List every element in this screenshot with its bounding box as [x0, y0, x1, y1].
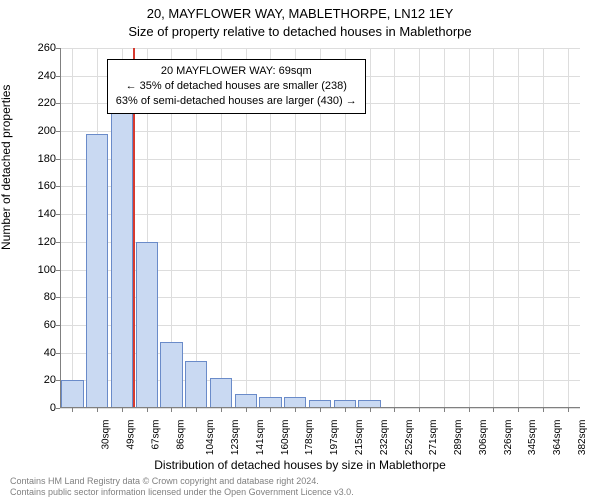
y-tick-label: 160 — [38, 180, 60, 192]
x-tick-mark — [370, 408, 371, 412]
x-tick-mark — [394, 408, 395, 412]
bar — [210, 378, 232, 408]
bar — [309, 400, 331, 408]
y-tick-label: 240 — [38, 70, 60, 82]
x-tick-label: 271sqm — [428, 420, 439, 456]
chart-title-sub: Size of property relative to detached ho… — [0, 24, 600, 39]
x-tick-mark — [196, 408, 197, 412]
x-tick-mark — [270, 408, 271, 412]
x-tick-mark — [320, 408, 321, 412]
x-tick-mark — [469, 408, 470, 412]
x-tick-label: 364sqm — [552, 420, 563, 456]
chart-container: 20, MAYFLOWER WAY, MABLETHORPE, LN12 1EY… — [0, 0, 600, 500]
y-tick-label: 260 — [38, 42, 60, 54]
x-tick-mark — [122, 408, 123, 412]
gridline-v — [444, 48, 445, 408]
bar — [235, 394, 257, 408]
y-axis-label: Number of detached properties — [0, 85, 13, 250]
gridline-v — [370, 48, 371, 408]
annotation-line-2: ← 35% of detached houses are smaller (23… — [116, 79, 357, 94]
gridline-v — [518, 48, 519, 408]
plot-area: 02040608010012014016018020022024026030sq… — [60, 48, 580, 408]
bar — [136, 242, 158, 408]
bar — [259, 397, 281, 408]
gridline-v — [568, 48, 569, 408]
bar — [61, 380, 83, 408]
bar — [86, 134, 108, 408]
x-tick-label: 306sqm — [478, 420, 489, 456]
x-tick-mark — [171, 408, 172, 412]
x-tick-label: 104sqm — [206, 420, 217, 456]
x-tick-label: 86sqm — [175, 420, 186, 450]
annotation-line-1: 20 MAYFLOWER WAY: 69sqm — [116, 64, 357, 79]
x-tick-label: 326sqm — [503, 420, 514, 456]
bar — [334, 400, 356, 408]
x-tick-mark — [419, 408, 420, 412]
bar — [185, 361, 207, 408]
bar — [160, 342, 182, 408]
annotation-line-3: 63% of semi-detached houses are larger (… — [116, 94, 357, 109]
x-tick-mark — [246, 408, 247, 412]
x-tick-label: 49sqm — [126, 420, 137, 450]
y-tick-label: 120 — [38, 236, 60, 248]
x-tick-label: 67sqm — [150, 420, 161, 450]
gridline-v — [419, 48, 420, 408]
x-tick-label: 232sqm — [379, 420, 390, 456]
footer-line-1: Contains HM Land Registry data © Crown c… — [10, 476, 590, 487]
x-tick-label: 30sqm — [101, 420, 112, 450]
bar — [284, 397, 306, 408]
x-tick-mark — [295, 408, 296, 412]
x-tick-label: 123sqm — [230, 420, 241, 456]
y-tick-label: 100 — [38, 264, 60, 276]
x-tick-label: 382sqm — [577, 420, 588, 456]
y-tick-label: 40 — [44, 347, 60, 359]
y-tick-label: 200 — [38, 125, 60, 137]
x-tick-mark — [97, 408, 98, 412]
x-tick-mark — [221, 408, 222, 412]
x-tick-mark — [444, 408, 445, 412]
x-axis-label: Distribution of detached houses by size … — [0, 458, 600, 472]
x-tick-label: 345sqm — [527, 420, 538, 456]
y-tick-label: 220 — [38, 97, 60, 109]
x-tick-label: 178sqm — [305, 420, 316, 456]
x-tick-label: 215sqm — [354, 420, 365, 456]
x-tick-mark — [493, 408, 494, 412]
y-tick-label: 0 — [50, 402, 60, 414]
gridline-v — [469, 48, 470, 408]
y-tick-label: 60 — [44, 319, 60, 331]
footer-attribution: Contains HM Land Registry data © Crown c… — [10, 476, 590, 498]
x-tick-mark — [568, 408, 569, 412]
x-tick-mark — [543, 408, 544, 412]
x-tick-mark — [518, 408, 519, 412]
footer-line-2: Contains public sector information licen… — [10, 487, 590, 498]
gridline-v — [394, 48, 395, 408]
bar — [111, 76, 133, 408]
x-tick-label: 160sqm — [280, 420, 291, 456]
x-tick-label: 141sqm — [255, 420, 266, 456]
y-tick-label: 20 — [44, 374, 60, 386]
bar — [358, 400, 380, 408]
y-tick-label: 180 — [38, 153, 60, 165]
x-tick-label: 289sqm — [453, 420, 464, 456]
gridline-v — [543, 48, 544, 408]
gridline-v — [72, 48, 73, 408]
x-tick-label: 252sqm — [404, 420, 415, 456]
x-tick-mark — [147, 408, 148, 412]
y-tick-label: 140 — [38, 208, 60, 220]
x-tick-mark — [72, 408, 73, 412]
x-tick-mark — [345, 408, 346, 412]
chart-title-main: 20, MAYFLOWER WAY, MABLETHORPE, LN12 1EY — [0, 6, 600, 21]
y-tick-label: 80 — [44, 291, 60, 303]
annotation-box: 20 MAYFLOWER WAY: 69sqm ← 35% of detache… — [107, 59, 366, 114]
x-tick-label: 197sqm — [329, 420, 340, 456]
gridline-v — [493, 48, 494, 408]
